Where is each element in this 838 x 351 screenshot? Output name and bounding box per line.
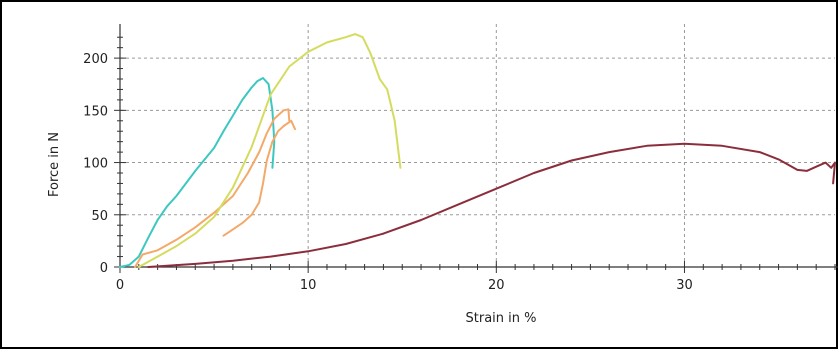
series-line-1 [119, 77, 276, 268]
y-tick-label: 50 [91, 209, 108, 224]
series-line-3 [222, 119, 296, 237]
y-tick-label: 200 [83, 52, 108, 67]
x-axis-label: Strain in % [466, 311, 537, 326]
series-line-2 [134, 108, 291, 268]
y-tick-label: 0 [100, 261, 108, 276]
series-line-5 [147, 142, 836, 268]
y-tick-label: 150 [83, 104, 108, 119]
series-line-4 [137, 33, 402, 268]
x-tick-label: 30 [676, 278, 693, 293]
y-tick-label: 100 [83, 157, 108, 172]
x-tick-label: 20 [488, 278, 505, 293]
x-tick-label: 0 [116, 278, 124, 293]
x-tick-label: 10 [300, 278, 317, 293]
y-axis-label: Force in N [47, 132, 62, 197]
